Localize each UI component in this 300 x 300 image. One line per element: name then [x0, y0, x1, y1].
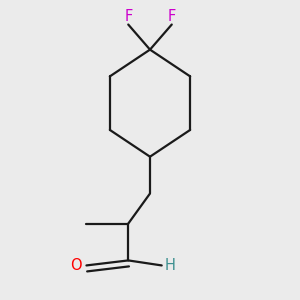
Text: F: F: [168, 9, 176, 24]
Text: O: O: [70, 258, 82, 273]
Text: F: F: [124, 9, 132, 24]
Text: H: H: [165, 258, 176, 273]
